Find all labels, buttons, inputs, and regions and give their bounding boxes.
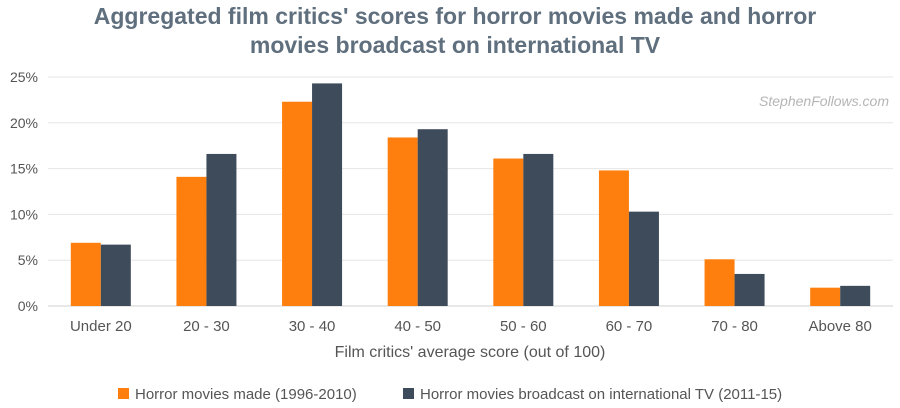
y-axis-ticks: 0% 5% 10% 15% 20% 25% (10, 69, 38, 314)
y-tick-label: 15% (10, 161, 38, 177)
x-tick-label: 70 - 80 (711, 318, 758, 335)
x-tick-label: 40 - 50 (394, 318, 441, 335)
y-tick-label: 20% (10, 115, 38, 131)
legend-swatch-made (118, 388, 129, 399)
x-tick-label: 60 - 70 (606, 318, 653, 335)
bar-made (704, 259, 735, 306)
legend: Horror movies made (1996-2010) Horror mo… (118, 386, 782, 403)
x-tick-label: 30 - 40 (289, 318, 336, 335)
bar-made (70, 242, 101, 306)
bar-broadcast (206, 153, 237, 306)
bar-broadcast (628, 211, 659, 306)
chart-title-line-1: Aggregated film critics' scores for horr… (94, 3, 817, 29)
legend-label-made: Horror movies made (1996-2010) (135, 386, 357, 403)
bar-made (810, 287, 841, 306)
bar-broadcast (100, 244, 131, 306)
bar-made (493, 158, 524, 306)
bar-made (598, 170, 629, 306)
bar-made (387, 137, 418, 306)
x-tick-label: 50 - 60 (500, 318, 547, 335)
y-tick-label: 5% (18, 252, 38, 268)
bar-broadcast (523, 153, 554, 306)
bar-broadcast (417, 129, 448, 306)
y-tick-label: 25% (10, 69, 38, 85)
chart-title-line-2: movies broadcast on international TV (250, 32, 661, 58)
x-tick-label: 20 - 30 (183, 318, 230, 335)
x-tick-label: Under 20 (70, 318, 132, 335)
legend-label-broadcast: Horror movies broadcast on international… (420, 386, 782, 403)
bar-made (282, 101, 313, 307)
x-tick-label: Above 80 (808, 318, 871, 335)
bar-broadcast (312, 83, 343, 306)
x-axis-label: Film critics' average score (out of 100) (335, 344, 606, 361)
watermark: StephenFollows.com (759, 93, 889, 109)
bar-made (176, 176, 207, 306)
bar-broadcast (840, 285, 871, 306)
x-axis-ticks: Under 20 20 - 30 30 - 40 40 - 50 50 - 60 60 -… (70, 318, 872, 335)
y-tick-label: 0% (18, 298, 38, 314)
y-tick-label: 10% (10, 206, 38, 222)
legend-swatch-broadcast (403, 388, 414, 399)
bar-broadcast (734, 273, 765, 306)
gridlines (48, 76, 893, 307)
bars (70, 83, 871, 307)
